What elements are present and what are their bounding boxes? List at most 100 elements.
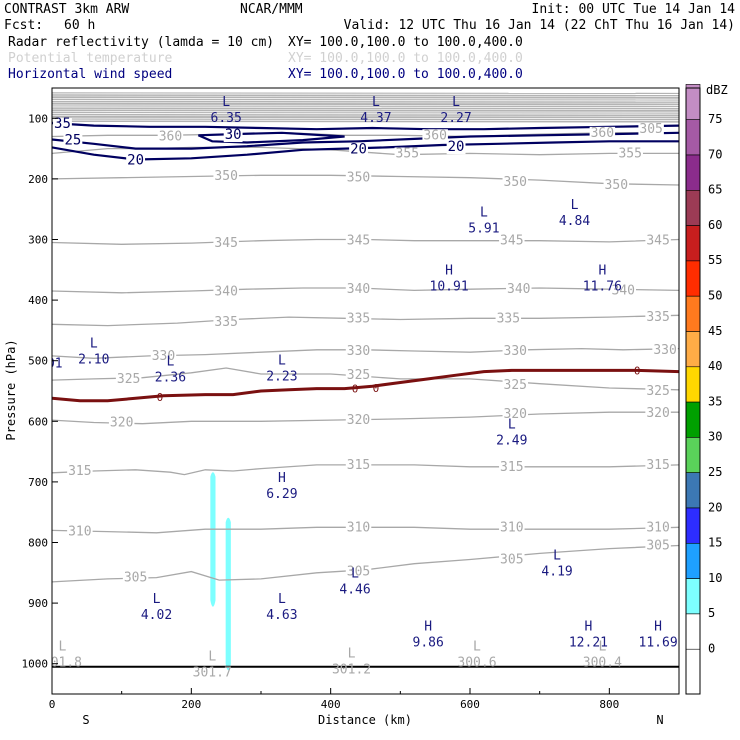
extremum-value: 9.86 — [413, 635, 444, 650]
zero-isotherm — [52, 368, 679, 403]
plot-frame — [51, 87, 680, 695]
extremum-value: 301.8 — [43, 655, 82, 670]
extremum-low-marker: L — [553, 548, 561, 563]
extremum-value: 6.29 — [266, 487, 297, 502]
extremum-low-marker: L — [278, 353, 286, 368]
theta-label: 315 — [500, 460, 523, 475]
theta-label-bg — [506, 283, 532, 297]
theta-label: 355 — [396, 146, 419, 161]
colorbar-level-label: 35 — [708, 394, 722, 408]
extremum-high-marker: H — [424, 619, 432, 634]
theta-label: 320 — [646, 406, 669, 421]
y-tick-label: 100 — [28, 112, 48, 125]
wind-label: 35 — [54, 116, 71, 132]
valid-time: Valid: 12 UTC Thu 16 Jan 14 (22 ChT Thu … — [344, 18, 735, 33]
upper-theta-line — [52, 109, 679, 112]
theta-label: 335 — [214, 315, 237, 330]
theta-label: 335 — [497, 311, 520, 326]
extremum-low-marker: L — [571, 198, 579, 213]
center-title: NCAR/MMM — [240, 2, 303, 17]
theta-label-bg — [645, 311, 671, 325]
colorbar-level-label: 15 — [708, 536, 722, 550]
extremum-value: 5.91 — [468, 221, 499, 236]
colorbar-level-label: 50 — [708, 289, 722, 303]
theta-label: 360 — [423, 128, 446, 143]
extremum-value: 4.02 — [141, 608, 172, 623]
theta-label-bg — [67, 464, 93, 478]
extremum-value: 4.37 — [360, 111, 391, 126]
colorbar-swatch — [685, 154, 701, 191]
extremum-value: 11.76 — [583, 280, 622, 295]
extremum-low-marker: L — [372, 95, 380, 110]
extremum-low-marker: L — [167, 355, 175, 370]
init-time: Init: 00 UTC Tue 14 Jan 14 — [532, 2, 736, 17]
theta-label-bg — [345, 369, 372, 383]
extremum-value: 6.35 — [211, 111, 242, 126]
theta-label: 310 — [347, 520, 370, 535]
extremum-high-marker: H — [585, 619, 593, 634]
wind-label: 25 — [64, 133, 81, 149]
field-xy-theta: XY= 100.0,100.0 to 100.0,400.0 — [288, 51, 523, 66]
theta-label: 305 — [646, 539, 669, 554]
theta-label-bg — [115, 372, 142, 386]
theta-label: 315 — [646, 458, 669, 473]
theta-label: 330 — [504, 344, 527, 359]
theta-contour-335 — [52, 314, 679, 327]
y-tick-label: 200 — [28, 173, 48, 186]
extremum-value: 2.27 — [440, 111, 471, 126]
colorbar-level-label: 60 — [708, 218, 722, 232]
extremum-value: 300.4 — [583, 655, 622, 670]
extremum-value: 2.23 — [266, 369, 297, 384]
plot-background — [52, 88, 679, 694]
theta-label-bg — [213, 237, 239, 251]
theta-label-bg — [645, 521, 671, 535]
field-name-reflectivity: Radar reflectivity (lamda = 10 cm) — [8, 35, 274, 50]
wind-label-bg — [53, 118, 72, 132]
theta-label-bg — [638, 123, 664, 137]
radar-cells — [210, 472, 231, 671]
colorbar-swatch — [685, 437, 701, 473]
x-tick-label: 600 — [460, 698, 480, 711]
theta-label: 315 — [68, 464, 91, 479]
theta-label-bg — [589, 126, 616, 140]
x-axis: 0 200 400 600 800 — [49, 688, 619, 711]
theta-label: 305 — [500, 552, 523, 567]
wind-label-bg — [126, 154, 146, 168]
zero-label: 0 — [373, 382, 380, 395]
x-tick-label: 0 — [49, 698, 56, 711]
theta-label-bg — [499, 553, 525, 567]
theta-label: 340 — [214, 285, 237, 300]
theta-label-bg — [652, 343, 678, 357]
colorbar-level-label: 55 — [708, 253, 722, 267]
wind-label-bg — [223, 129, 243, 143]
colorbar-swatch — [685, 260, 701, 297]
theta-label-bg — [645, 385, 671, 398]
extremum-low-marker: L — [208, 650, 216, 665]
theta-label-bg — [394, 147, 421, 161]
colorbar-swatch — [685, 472, 701, 509]
extremum-value: 4.84 — [559, 214, 590, 229]
extremum-low-marker: L — [351, 567, 359, 582]
extremum-low-marker: L — [153, 592, 161, 607]
extremum-low-marker: L — [473, 639, 481, 654]
stratosphere-theta-stack — [52, 92, 679, 123]
extremum-low-marker: L — [278, 592, 286, 607]
extremum-value: 4.19 — [541, 564, 572, 579]
extremum-value: 4.46 — [339, 583, 370, 598]
extremum-value: 10.91 — [430, 280, 469, 295]
theta-label-bg — [67, 525, 93, 539]
colorbar-level-label: 5 — [708, 606, 715, 620]
theta-label-bg — [345, 234, 372, 248]
y-tick-label: 400 — [28, 294, 48, 307]
theta-label: 345 — [500, 234, 523, 249]
theta-label-bg — [502, 175, 529, 189]
theta-label-bg — [603, 178, 630, 192]
theta-label-bg — [495, 312, 522, 326]
wind-label-bg — [349, 143, 368, 157]
upper-theta-line — [52, 92, 679, 95]
upper-theta-line — [52, 118, 679, 121]
theta-label-bg — [499, 460, 525, 474]
theta-label: 330 — [653, 343, 676, 358]
